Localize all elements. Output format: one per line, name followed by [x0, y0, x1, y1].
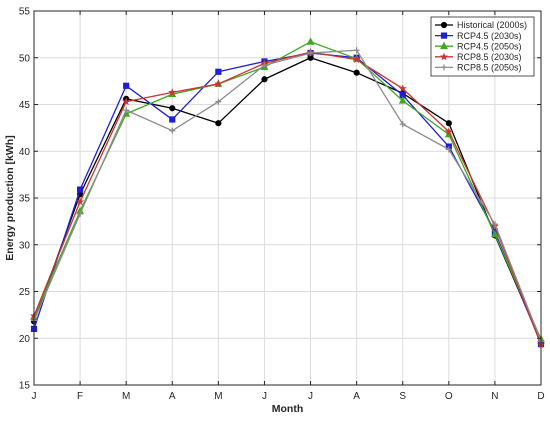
x-tick-label: J — [32, 391, 37, 402]
tick-layer: 15 20 25 30 35 40 45 50 55 J F M A M J J A S O N D — [19, 7, 545, 403]
data-point — [123, 82, 130, 89]
data-point — [76, 186, 84, 193]
y-tick-label: 30 — [19, 240, 31, 251]
series-line — [33, 51, 542, 346]
y-tick-label: 55 — [19, 7, 31, 18]
legend-label: RCP8.5 (2050s) — [457, 63, 522, 73]
x-axis-title: Month — [272, 403, 304, 415]
legend-label: RCP8.5 (2030s) — [457, 52, 522, 62]
data-point — [122, 97, 131, 106]
data-point — [398, 96, 407, 104]
data-point — [76, 197, 85, 206]
data-point — [169, 127, 176, 134]
data-point — [215, 98, 222, 105]
data-point — [215, 68, 222, 75]
x-tick-label: N — [491, 391, 498, 402]
data-point — [445, 146, 452, 153]
legend-label: Historical (2000s) — [457, 20, 527, 30]
legend-marker — [441, 64, 447, 71]
data-point — [261, 62, 268, 69]
y-tick-label: 35 — [19, 194, 31, 205]
data-point — [353, 47, 360, 54]
x-tick-label: M — [214, 391, 222, 402]
legend-item: Historical (2000s) — [435, 20, 527, 30]
x-tick-label: F — [77, 391, 83, 402]
legend-marker — [440, 41, 448, 50]
data-point — [169, 105, 176, 112]
y-tick-label: 50 — [19, 53, 31, 64]
data-point — [353, 69, 360, 76]
data-point — [168, 88, 177, 96]
y-tick-label: 45 — [19, 100, 31, 111]
data-point — [77, 210, 84, 217]
data-point — [169, 116, 176, 123]
data-point — [214, 79, 223, 88]
x-tick-label: M — [122, 391, 130, 402]
data-point — [123, 107, 130, 114]
data-point — [399, 121, 406, 128]
y-tick-label: 25 — [19, 287, 31, 298]
legend-marker — [439, 52, 449, 61]
y-tick-label: 15 — [19, 381, 31, 392]
series-line — [33, 49, 542, 342]
legend-label: RCP4.5 (2030s) — [457, 31, 522, 41]
x-tick-label: J — [308, 391, 313, 402]
data-point — [307, 50, 314, 57]
x-tick-label: S — [399, 391, 406, 402]
legend: Historical (2000s)RCP4.5 (2030s)RCP4.5 (… — [430, 16, 535, 77]
legend-item: RCP4.5 (2030s) — [435, 31, 522, 41]
legend-marker — [440, 32, 448, 39]
legend-item: RCP8.5 (2030s) — [435, 52, 522, 62]
data-point — [490, 230, 499, 238]
legend-marker — [440, 21, 448, 29]
x-tick-label: A — [169, 391, 176, 402]
x-tick-label: O — [445, 391, 453, 402]
data-point — [444, 127, 453, 136]
x-tick-label: D — [537, 391, 544, 402]
data-point — [215, 120, 222, 127]
data-point — [445, 120, 452, 127]
data-point — [491, 221, 498, 228]
data-point — [306, 37, 315, 45]
y-tick-label: 40 — [19, 147, 31, 158]
data-point — [352, 55, 361, 64]
x-tick-label: J — [262, 391, 267, 402]
legend-item: RCP8.5 (2050s) — [435, 63, 522, 73]
legend-item: RCP4.5 (2050s) — [435, 41, 522, 51]
y-tick-label: 20 — [19, 334, 31, 345]
data-point — [398, 84, 407, 93]
x-tick-label: A — [353, 391, 360, 402]
legend-label: RCP4.5 (2050s) — [457, 41, 522, 51]
data-point — [261, 76, 268, 83]
series-line — [33, 41, 542, 340]
y-axis-title: Energy production [kWh] — [4, 135, 16, 260]
series-line — [33, 57, 542, 343]
